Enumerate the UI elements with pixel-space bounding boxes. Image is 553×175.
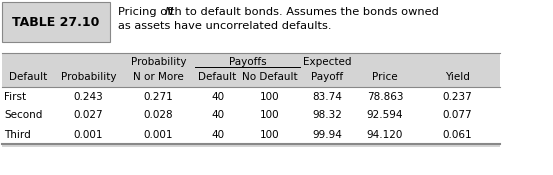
Text: 94.120: 94.120: [367, 130, 403, 139]
Text: Payoff: Payoff: [311, 72, 343, 82]
Text: as assets have uncorrelated defaults.: as assets have uncorrelated defaults.: [118, 21, 331, 31]
Text: 0.001: 0.001: [74, 130, 103, 139]
Text: 0.237: 0.237: [442, 92, 472, 102]
Text: N: N: [165, 7, 174, 17]
Text: 0.028: 0.028: [144, 110, 173, 121]
Bar: [2, 144, 500, 147]
Text: Pricing of: Pricing of: [118, 7, 175, 17]
Text: 0.271: 0.271: [144, 92, 174, 102]
Text: Default: Default: [9, 72, 48, 82]
Text: 0.077: 0.077: [443, 110, 472, 121]
Bar: [2, 53, 500, 87]
Text: Default: Default: [199, 72, 237, 82]
Text: Price: Price: [372, 72, 398, 82]
Text: 83.74: 83.74: [312, 92, 342, 102]
Text: No Default: No Default: [242, 72, 298, 82]
Text: 0.027: 0.027: [74, 110, 103, 121]
Text: 98.32: 98.32: [312, 110, 342, 121]
Text: 100: 100: [260, 130, 280, 139]
Text: 99.94: 99.94: [312, 130, 342, 139]
Text: 40: 40: [211, 110, 224, 121]
Text: 0.061: 0.061: [443, 130, 472, 139]
Text: Yield: Yield: [445, 72, 470, 82]
Text: th to default bonds. Assumes the bonds owned: th to default bonds. Assumes the bonds o…: [170, 7, 439, 17]
Text: 0.243: 0.243: [74, 92, 103, 102]
Text: 92.594: 92.594: [367, 110, 403, 121]
Text: 0.001: 0.001: [144, 130, 173, 139]
Text: First: First: [4, 92, 26, 102]
Text: 100: 100: [260, 110, 280, 121]
Text: Probability: Probability: [131, 57, 186, 67]
Bar: [2, 2, 110, 42]
Text: 100: 100: [260, 92, 280, 102]
Text: Expected: Expected: [303, 57, 352, 67]
Text: 40: 40: [211, 92, 224, 102]
Text: Second: Second: [4, 110, 43, 121]
Text: Third: Third: [4, 130, 31, 139]
Text: N or More: N or More: [133, 72, 184, 82]
Text: 78.863: 78.863: [367, 92, 403, 102]
Text: Probability: Probability: [61, 72, 116, 82]
Text: Payoffs: Payoffs: [229, 57, 267, 67]
Text: 40: 40: [211, 130, 224, 139]
Text: TABLE 27.10: TABLE 27.10: [12, 16, 100, 29]
